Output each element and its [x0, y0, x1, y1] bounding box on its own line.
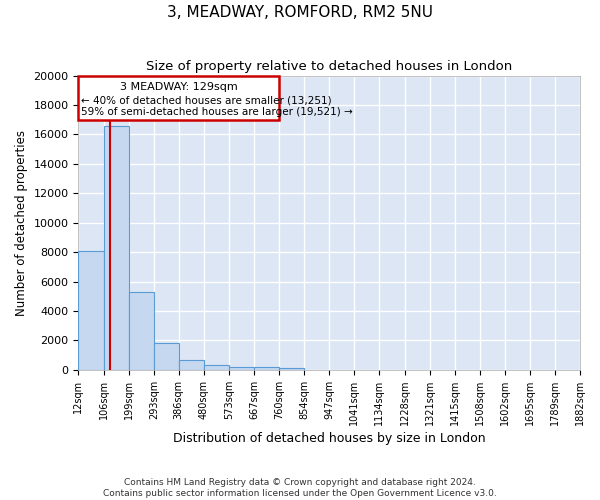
Title: Size of property relative to detached houses in London: Size of property relative to detached ho…: [146, 60, 512, 73]
Y-axis label: Number of detached properties: Number of detached properties: [15, 130, 28, 316]
Bar: [154, 342, 179, 370]
Bar: [128, 292, 154, 370]
Bar: [104, 126, 128, 370]
Bar: [79, 76, 279, 120]
Bar: [229, 367, 254, 370]
Text: Contains HM Land Registry data © Crown copyright and database right 2024.
Contai: Contains HM Land Registry data © Crown c…: [103, 478, 497, 498]
Text: 3, MEADWAY, ROMFORD, RM2 5NU: 3, MEADWAY, ROMFORD, RM2 5NU: [167, 5, 433, 20]
Bar: [179, 360, 204, 370]
Text: 3 MEADWAY: 129sqm: 3 MEADWAY: 129sqm: [120, 82, 238, 92]
Bar: [254, 367, 279, 370]
Text: 59% of semi-detached houses are larger (19,521) →: 59% of semi-detached houses are larger (…: [81, 108, 353, 118]
Bar: [204, 366, 229, 370]
Text: ← 40% of detached houses are smaller (13,251): ← 40% of detached houses are smaller (13…: [81, 96, 332, 106]
X-axis label: Distribution of detached houses by size in London: Distribution of detached houses by size …: [173, 432, 485, 445]
Bar: [79, 250, 104, 370]
Bar: [279, 368, 304, 370]
